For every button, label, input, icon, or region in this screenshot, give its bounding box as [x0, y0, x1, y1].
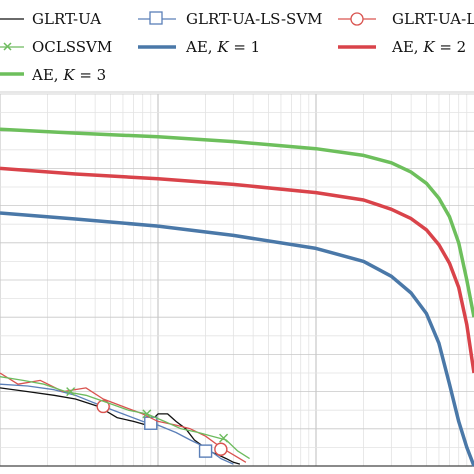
legend-label-ae-k3: AE, K = 3 [31, 66, 106, 84]
series-marker-glrt-ua-ls-svm-5 [214, 442, 228, 456]
series-marker-glrt-ua-ls-svm-4 [198, 444, 213, 458]
series-marker-oclssvm-6 [66, 387, 76, 397]
legend-label-ae-k1: AE, K = 1 [185, 38, 260, 56]
series-line-ae-k-2-1 [0, 166, 474, 374]
series-line-glrt-ua-ls-svm-5 [0, 372, 247, 463]
series-layer [0, 127, 474, 467]
legend-label-oclssvm: OCLSSVM [32, 38, 112, 56]
legend-marker-square [149, 11, 163, 25]
legend-label-ae-k2: AE, K = 2 [391, 38, 466, 56]
series-marker-glrt-ua-ls-svm-4 [144, 416, 158, 430]
legend-label-glrt-ua-ls-svm: GLRT-UA-LS-SVM [186, 10, 323, 28]
series-line-ae-k-1-2 [0, 211, 474, 467]
legend-marker-x [3, 42, 12, 51]
legend-marker-circle [350, 12, 364, 26]
series-marker-glrt-ua-ls-svm-5 [96, 399, 110, 414]
legend: GLRT-UA GLRT-UA-LS-SVM GLRT-UA-LS-SVM OC… [0, 0, 474, 93]
series-marker-oclssvm-6 [219, 433, 229, 443]
series-line-ae-k-3-0 [0, 127, 474, 318]
legend-label-glrt-ua-ls-svm-2: GLRT-UA-LS-SVM [392, 10, 474, 28]
series-marker-oclssvm-6 [142, 409, 152, 419]
legend-label-glrt-ua: GLRT-UA [32, 10, 101, 28]
grid [0, 93, 474, 467]
